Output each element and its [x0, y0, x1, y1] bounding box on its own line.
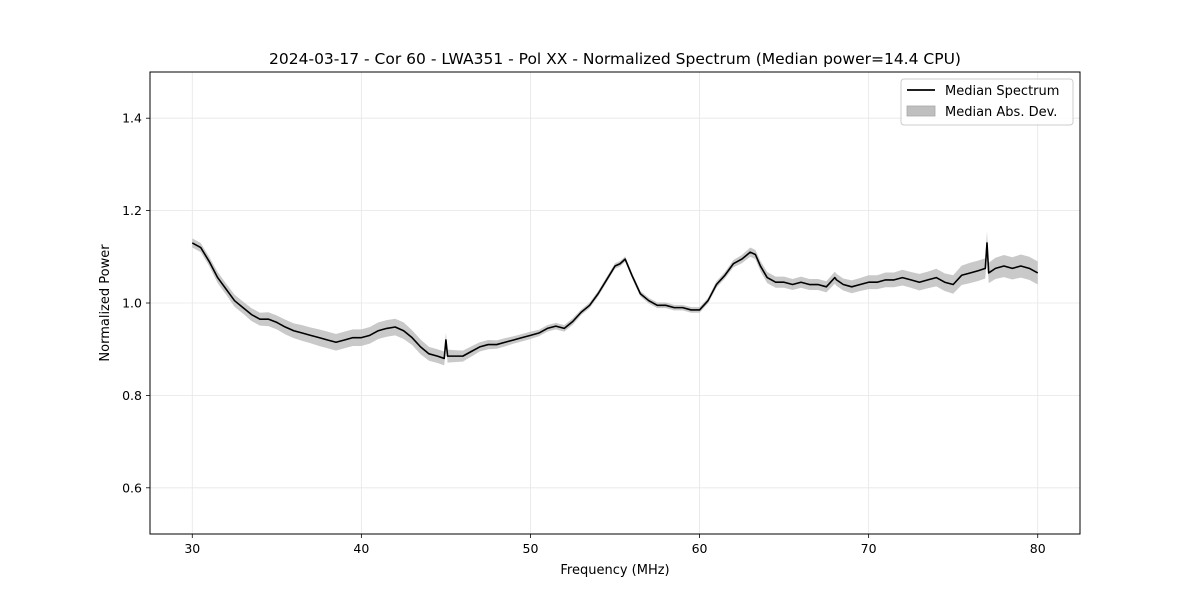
y-tick-label: 0.8 — [122, 388, 142, 403]
legend-band-swatch — [906, 105, 936, 117]
x-tick-label: 60 — [692, 541, 708, 556]
x-axis-label: Frequency (MHz) — [560, 563, 669, 578]
legend-entry-median-abs-dev: Median Abs. Dev. — [945, 105, 1057, 120]
x-tick-label: 50 — [523, 541, 539, 556]
legend-entry-median-spectrum: Median Spectrum — [945, 84, 1059, 99]
y-tick-label: 1.2 — [122, 203, 142, 218]
x-axis-ticks: 30 40 50 60 70 80 — [184, 534, 1046, 556]
y-tick-label: 1.4 — [122, 111, 142, 126]
x-tick-label: 40 — [353, 541, 369, 556]
x-tick-label: 80 — [1030, 541, 1046, 556]
legend-box — [900, 78, 1074, 126]
y-axis-ticks: 0.6 0.8 1.0 1.2 1.4 — [122, 111, 150, 495]
y-tick-label: 1.0 — [122, 296, 142, 311]
y-tick-label: 0.6 — [122, 480, 142, 495]
chart-title: 2024-03-17 - Cor 60 - LWA351 - Pol XX - … — [269, 50, 961, 68]
x-tick-label: 70 — [861, 541, 877, 556]
x-tick-label: 30 — [184, 541, 200, 556]
median-spectrum-line — [191, 242, 1039, 360]
y-axis-label: Normalized Power — [98, 244, 113, 362]
median-abs-dev-band — [192, 231, 1038, 366]
legend: Median Spectrum Median Abs. Dev. — [900, 78, 1074, 126]
